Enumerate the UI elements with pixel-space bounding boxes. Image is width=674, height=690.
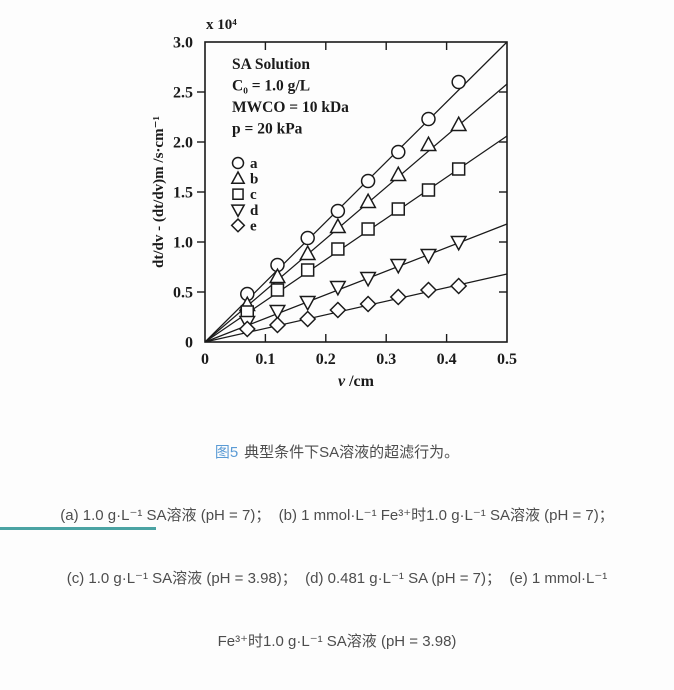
x-axis-tick-labels: 0 0.1 0.2 0.3 0.4 0.5 (201, 351, 517, 368)
caption-conditions-line-2: (c) 1.0 g·L⁻¹ SA溶液 (pH = 3.98)； (d) 0.48… (66, 570, 608, 587)
y-tick-label: 0 (185, 335, 193, 352)
y-axis-scale-label: x 10⁴ (206, 17, 237, 33)
y-tick-label: 3.0 (173, 35, 193, 52)
y-axis-tick-labels: 0 0.5 1.0 1.5 2.0 2.5 3.0 (173, 35, 193, 352)
annotation-line: C₀ = 1.0 g/L (232, 78, 310, 95)
y-tick-label: 0.5 (173, 285, 193, 302)
y-tick-label: 2.0 (173, 135, 193, 152)
figure-caption-title: 图5 典型条件下SA溶液的超滤行为。 (0, 438, 674, 467)
figure-title-text: 典型条件下SA溶液的超滤行为。 (244, 444, 460, 461)
cropped-element-top-border (0, 527, 156, 530)
series-c-markers (240, 162, 466, 319)
series-d-markers (238, 235, 468, 332)
ultrafiltration-chart: 0 0.1 0.2 0.3 0.4 0.5 0 0.5 1.0 1.5 2.0 2.5 3.0 x 10⁴… (151, 17, 517, 390)
caption-conditions-line-1: (a) 1.0 g·L⁻¹ SA溶液 (pH = 7)； (b) 1 mmol·… (60, 507, 614, 524)
y-axis-title: dt/dv - (dt/dv)m /s·cm⁻¹ (151, 116, 167, 268)
chart-annotations: SA Solution C₀ = 1.0 g/L MWCO = 10 kDa p = … (232, 56, 349, 138)
axis-ticks (197, 42, 507, 342)
figure-page: 0 0.1 0.2 0.3 0.4 0.5 0 0.5 1.0 1.5 2.0 2.5 3.0 x 10⁴… (0, 17, 614, 650)
legend-label-b: b (250, 172, 258, 188)
legend-label-a: a (250, 156, 258, 172)
caption-conditions-line-3: Fe³⁺时1.0 g·L⁻¹ SA溶液 (pH = 3.98) (217, 633, 457, 650)
series-b-markers (238, 115, 468, 312)
x-tick-label: 0.5 (497, 351, 517, 368)
x-axis-title: v /cm (338, 373, 375, 390)
x-tick-label: 0.3 (376, 351, 396, 368)
x-tick-label: 0.2 (316, 351, 336, 368)
legend-label-d: d (250, 203, 259, 219)
annotation-line: SA Solution (232, 56, 310, 73)
legend-label-c: c (250, 187, 257, 203)
annotation-line: MWCO = 10 kDa (232, 99, 349, 116)
series-a-markers (240, 74, 466, 302)
figure-caption: 图5 典型条件下SA溶液的超滤行为。 (a) 1.0 g·L⁻¹ SA溶液 (pH… (0, 404, 674, 690)
chart-area: 0 0.1 0.2 0.3 0.4 0.5 0 0.5 1.0 1.5 2.0 2.5 3.0 x 10⁴… (151, 17, 517, 390)
figure-number: 图5 (214, 444, 239, 461)
x-tick-label: 0 (201, 351, 209, 368)
x-tick-label: 0.4 (437, 351, 457, 368)
series-e-markers (238, 277, 468, 338)
y-tick-label: 1.5 (173, 185, 193, 202)
annotation-line: p = 20 kPa (232, 121, 303, 138)
legend-label-e: e (250, 218, 257, 234)
series-a-fit-line (204, 41, 508, 343)
x-tick-label: 0.1 (255, 351, 275, 368)
y-tick-label: 1.0 (173, 235, 193, 252)
y-tick-label: 2.5 (173, 85, 193, 102)
